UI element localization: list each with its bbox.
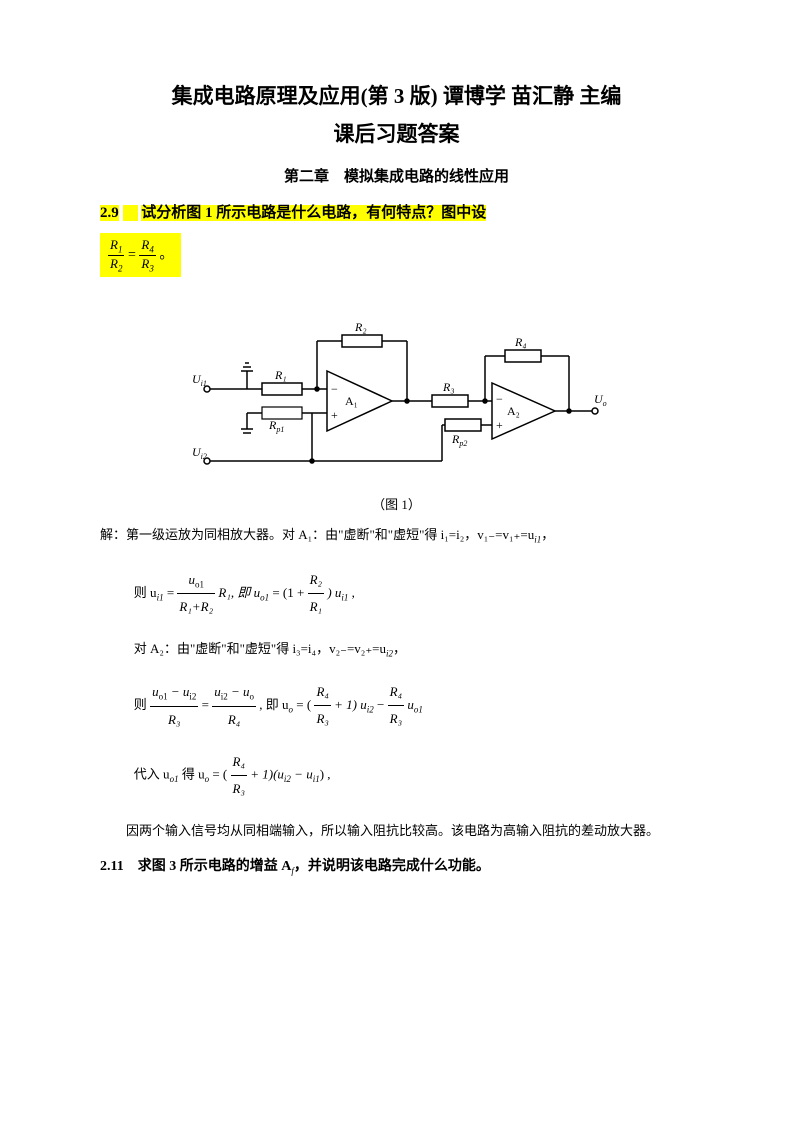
problem-2-11-header: 2.11 求图 3 所示电路的增益 Af，并说明该电路完成什么功能。	[100, 854, 693, 879]
equation-3: 代入 uo1 得 uo = ( R₄ R₃ + 1)(ui2 − ui1) ,	[134, 749, 693, 802]
conclusion-text: 因两个输入信号均从同相端输入，所以输入阻抗比较高。该电路为高输入阻抗的差动放大器…	[100, 818, 693, 844]
equation-1: 则 ui1 = uo1 R₁+R₂ R₁, 即 uo1 = (1 + R₂ R₁…	[134, 567, 693, 621]
circuit-diagram: Ui1 Ui2 Uo R₁ R₂ R₃ R₄ Rp1 Rp2 A₁ A₂ − +…	[100, 301, 693, 486]
a2-text: 对 A₂：由"虚断"和"虚短"得 i₃=i₄，v₂₋=v₂₊=ui2，	[134, 636, 693, 663]
label-uo: Uo	[594, 392, 607, 408]
problem-number: 2.9	[100, 205, 119, 221]
page-title-line2: 课后习题答案	[100, 118, 693, 152]
svg-text:+: +	[331, 408, 338, 422]
label-ui2: Ui2	[192, 445, 207, 461]
svg-text:−: −	[331, 382, 338, 396]
svg-text:−: −	[496, 392, 503, 406]
solution-intro: 解：第一级运放为同相放大器。对 A₁：由"虚断"和"虚短"得 i₁=i₂，v₁₋…	[100, 521, 693, 550]
page-title-line1: 集成电路原理及应用(第 3 版) 谭博学 苗汇静 主编	[100, 80, 693, 114]
svg-text:+: +	[496, 418, 503, 432]
label-a2: A₂	[507, 404, 520, 418]
label-a1: A₁	[345, 394, 358, 408]
label-r2: R₂	[354, 320, 367, 334]
label-r4: R₄	[514, 335, 527, 349]
label-rp1: Rp1	[268, 418, 284, 434]
problem-text: 试分析图 1 所示电路是什么电路，有何特点？图中设	[141, 205, 486, 221]
label-rp2: Rp2	[451, 432, 467, 448]
label-r1: R₁	[274, 368, 287, 382]
chapter-title: 第二章 模拟集成电路的线性应用	[100, 165, 693, 186]
problem-2-9-header: 2.9 试分析图 1 所示电路是什么电路，有何特点？图中设	[100, 200, 693, 227]
circuit-svg: Ui1 Ui2 Uo R₁ R₂ R₃ R₄ Rp1 Rp2 A₁ A₂ − +…	[187, 301, 607, 481]
condition-formula: R1 R2 = R4 R3 。	[100, 233, 181, 277]
figure-caption: （图 1）	[100, 494, 693, 513]
label-ui1: Ui1	[192, 372, 207, 388]
label-r3: R₃	[442, 380, 455, 394]
equation-2: 则 uo1 − ui2 R₃ = ui2 − uo R₄ , 即 uo = ( …	[134, 679, 693, 733]
